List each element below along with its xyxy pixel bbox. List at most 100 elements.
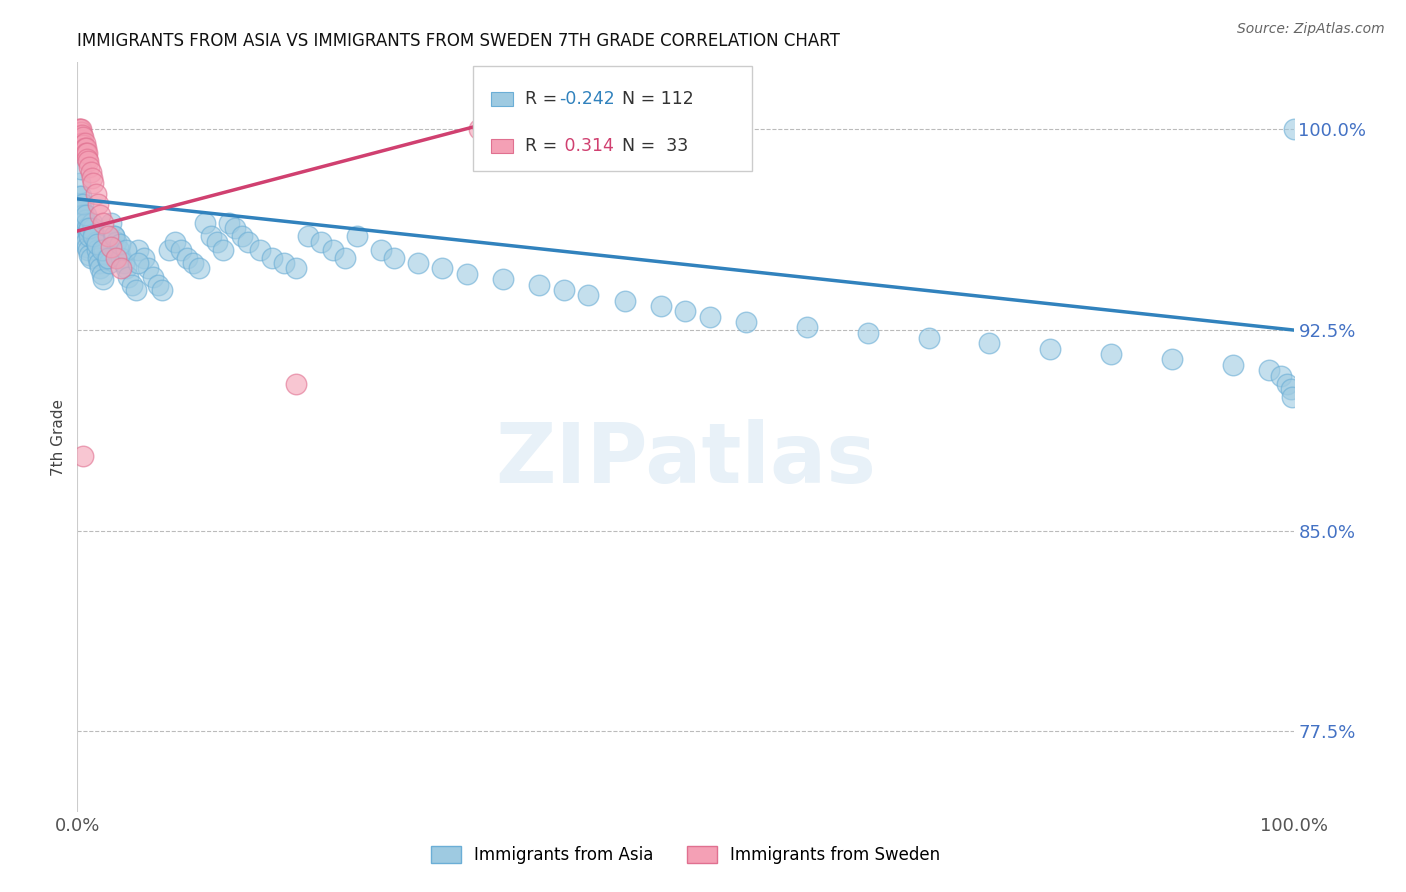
Text: IMMIGRANTS FROM ASIA VS IMMIGRANTS FROM SWEDEN 7TH GRADE CORRELATION CHART: IMMIGRANTS FROM ASIA VS IMMIGRANTS FROM … <box>77 32 841 50</box>
Point <box>72 130 94 145</box>
Point <box>70 122 93 136</box>
Point <box>72 224 94 238</box>
Point <box>70 133 93 147</box>
Point <box>1258 363 1281 377</box>
Point <box>103 229 125 244</box>
Point <box>430 261 453 276</box>
Text: -0.242: -0.242 <box>560 90 614 108</box>
Point <box>67 128 90 142</box>
Point <box>82 221 104 235</box>
Point <box>456 267 478 281</box>
Point <box>467 122 489 136</box>
Point <box>82 176 104 190</box>
Point <box>146 277 169 292</box>
Point <box>1161 352 1184 367</box>
Point <box>1039 342 1062 356</box>
Point <box>117 269 139 284</box>
Point <box>110 251 132 265</box>
FancyBboxPatch shape <box>472 66 752 171</box>
Text: N = 112: N = 112 <box>623 90 695 108</box>
Point <box>309 235 332 249</box>
Point <box>112 256 135 270</box>
Point <box>100 240 122 254</box>
Point <box>134 251 156 265</box>
Text: ZIPatlas: ZIPatlas <box>495 419 876 500</box>
Y-axis label: 7th Grade: 7th Grade <box>51 399 66 475</box>
Point <box>96 251 118 265</box>
Point <box>107 243 129 257</box>
Point <box>181 256 204 270</box>
Point <box>115 261 138 276</box>
Point <box>285 376 308 391</box>
Point <box>77 224 100 238</box>
Point <box>796 320 818 334</box>
Point <box>84 235 107 249</box>
Point <box>699 310 721 324</box>
Text: Source: ZipAtlas.com: Source: ZipAtlas.com <box>1237 22 1385 37</box>
Point <box>152 283 174 297</box>
Point <box>80 251 103 265</box>
Point <box>285 261 308 276</box>
Point <box>87 251 110 265</box>
Point <box>212 243 235 257</box>
Point <box>79 221 101 235</box>
Point <box>97 229 120 244</box>
Point <box>492 272 515 286</box>
Point <box>188 261 211 276</box>
Point <box>650 299 672 313</box>
Point <box>297 229 319 244</box>
Point <box>613 293 636 308</box>
Point <box>1277 376 1299 391</box>
Point <box>110 261 132 276</box>
Point <box>77 243 100 257</box>
Point <box>69 197 91 211</box>
Point <box>115 243 138 257</box>
Point <box>103 229 125 244</box>
Point <box>80 170 103 185</box>
Point <box>82 229 104 244</box>
Point <box>89 208 111 222</box>
Point <box>79 229 101 244</box>
Point <box>77 154 100 169</box>
Point <box>76 152 98 166</box>
Point <box>75 235 97 249</box>
Point <box>553 283 575 297</box>
Point <box>97 256 120 270</box>
Point <box>86 243 108 257</box>
Point <box>90 267 112 281</box>
Point <box>91 272 114 286</box>
Point <box>70 216 93 230</box>
Point <box>70 125 93 139</box>
Point <box>80 216 103 230</box>
Point <box>346 229 368 244</box>
Point <box>1281 390 1303 404</box>
Point <box>121 277 143 292</box>
Point <box>73 229 96 244</box>
Point <box>72 197 94 211</box>
Point <box>205 235 228 249</box>
Text: R =: R = <box>524 90 562 108</box>
Point <box>176 251 198 265</box>
Point <box>576 288 599 302</box>
Legend: Immigrants from Asia, Immigrants from Sweden: Immigrants from Asia, Immigrants from Sw… <box>425 839 946 871</box>
Point <box>80 165 103 179</box>
Point <box>79 248 101 262</box>
Point <box>370 243 392 257</box>
Point <box>735 315 758 329</box>
Point <box>675 304 697 318</box>
Point <box>89 261 111 276</box>
Point <box>136 261 159 276</box>
Point <box>87 197 110 211</box>
Point <box>76 221 98 235</box>
Point <box>75 146 97 161</box>
Point <box>322 243 344 257</box>
Point <box>1282 122 1305 136</box>
Point <box>75 208 97 222</box>
Point <box>91 216 114 230</box>
Point <box>1279 382 1302 396</box>
Point <box>73 213 96 227</box>
Point <box>127 243 149 257</box>
Point <box>75 141 97 155</box>
Text: R =: R = <box>524 136 562 155</box>
Point <box>194 216 217 230</box>
